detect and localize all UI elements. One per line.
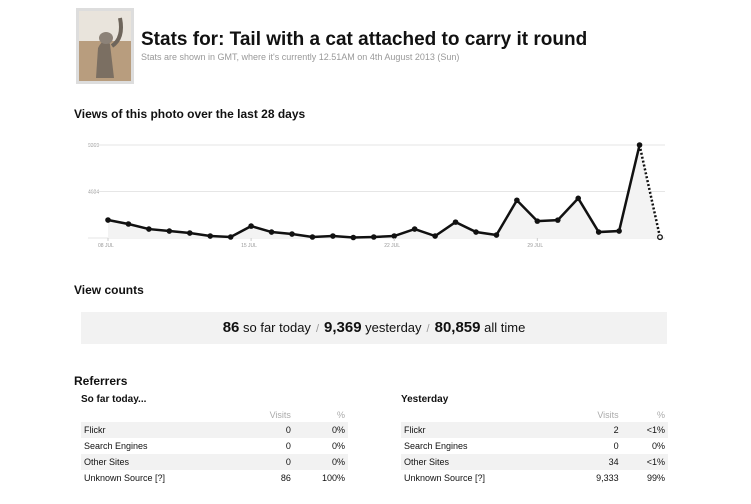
header-cell: Visits [597,410,619,420]
point [186,230,193,236]
point [657,234,663,241]
number-cell: <1% [621,454,668,470]
x-tick-label: 29 JUL [527,243,543,249]
header-cell [81,408,243,422]
area [108,145,660,238]
number-cell: 100% [321,473,345,483]
point [554,217,561,223]
point [391,233,398,239]
x-tick-label: 08 JUL [98,243,114,249]
point [534,218,541,224]
point [125,221,132,227]
point [207,233,214,239]
table-title: So far today... [81,394,147,405]
y-tick-label: 4684 [88,190,99,196]
source-cell: Flickr [81,422,244,438]
section-title: View counts [74,283,144,297]
point [289,231,295,237]
count-value: 80,859 [434,319,481,336]
chart: 4684 9369 08 JUL 15 JUL 22 JUL 29 JUL [88,142,665,249]
row: Flickr 2 <1% [401,422,668,438]
header-row: Visits% [81,408,348,422]
point [350,234,357,241]
point [166,228,173,234]
point [636,142,643,148]
source-cell: Search Engines [84,441,148,451]
source-cell: Search Engines [404,441,468,451]
header-cell: % [656,410,665,420]
header-cell: % [336,410,345,420]
point [248,223,254,229]
point [473,229,479,235]
number-cell: 34 [567,454,622,470]
count-value: 9,369 [324,319,362,336]
section-title: Referrers [74,374,128,388]
number-cell: 0% [293,422,348,438]
photo-thumbnail[interactable] [76,8,134,84]
number-cell: 86 [280,473,291,483]
point [330,233,336,239]
number-cell: 0% [293,454,348,470]
view-counts: 86 so far today / 9,369 yesterday / 80,859 a… [81,312,667,344]
table: Visits% Flickr 0 0% Search Engines 0 0% Other S… [81,408,348,486]
point [411,226,418,232]
point [575,195,582,202]
point [227,234,234,240]
separator: / [315,323,319,335]
point [493,232,500,238]
header-cell: Visits [269,410,291,420]
row: Other Sites 0 0% [81,454,348,470]
point [268,229,275,235]
number-cell: 0% [651,441,665,451]
count-label: all time [484,320,526,335]
row: Other Sites 34 <1% [401,454,668,470]
count-value: 86 [222,319,240,336]
number-cell: 99% [646,473,665,483]
header-row: Visits% [401,408,668,422]
referrer-table: Yesterday Visits% Flickr 2 <1% Search Engines… [401,394,668,486]
y-tick-label: 9369 [88,143,99,149]
source-cell[interactable]: Unknown Source [?] [404,473,486,483]
point [105,217,111,223]
source-cell: Flickr [401,422,568,438]
row: Search Engines 0 0% [401,438,668,454]
source-cell[interactable]: Unknown Source [?] [84,473,166,483]
page-title: Stats for: Tail with a cat attached to c… [141,29,588,50]
number-cell: 2 [567,422,622,438]
header-cell [401,408,567,422]
table-title: Yesterday [401,394,449,405]
table: Visits% Flickr 2 <1% Search Engines 0 0% Other … [401,408,668,486]
point [370,234,377,240]
number-cell: 0 [613,441,619,451]
x-tick-label: 15 JUL [241,243,257,249]
row: Search Engines 0 0% [81,438,348,454]
number-cell: 0% [331,441,345,451]
row: Flickr 0 0% [81,422,348,438]
point [514,197,520,204]
number-cell: 0 [285,441,291,451]
point [146,226,152,232]
point [595,229,602,235]
point [452,219,459,225]
number-cell: 9,333 [596,473,619,483]
count-label: yesterday [365,320,422,335]
subtitle: Stats are shown in GMT, where it's curre… [141,52,460,62]
source-cell: Other Sites [81,454,244,470]
row: Unknown Source [?] 86 100% [81,470,348,486]
chart-title: Views of this photo over the last 28 day… [74,107,306,121]
point [309,234,316,240]
point [616,228,622,234]
count-label: so far today [243,320,311,335]
row: Unknown Source [?] 9,333 99% [401,470,668,486]
number-cell: 0 [243,454,294,470]
number-cell: <1% [621,422,668,438]
x-tick-label: 22 JUL [384,243,400,249]
separator: / [426,323,430,335]
source-cell: Other Sites [401,454,568,470]
number-cell: 0 [243,422,294,438]
referrer-table: So far today... Visits% Flickr 0 0% Search En… [81,394,348,486]
point [432,233,438,239]
